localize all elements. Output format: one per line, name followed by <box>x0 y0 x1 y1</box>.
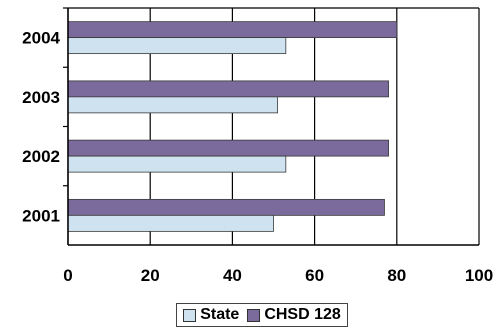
y-tick-label-2004: 2004 <box>22 29 60 48</box>
bar-chsd-128-2004 <box>67 21 398 39</box>
legend-label-state: State <box>200 306 240 323</box>
x-tick-label-100: 100 <box>465 266 493 285</box>
bar-chsd-128-2003 <box>67 80 389 98</box>
y-tick-label-2001: 2001 <box>22 206 60 225</box>
legend-item-state: State <box>183 306 239 324</box>
legend-swatch-state <box>183 308 197 322</box>
legend-label-chsd: CHSD 128 <box>264 306 341 323</box>
legend: State CHSD 128 <box>176 303 348 327</box>
bar-state-2004 <box>67 37 287 55</box>
x-tick-label-0: 0 <box>63 266 72 285</box>
x-tick-label-60: 60 <box>305 266 324 285</box>
bar-chsd-128-2002 <box>67 139 389 157</box>
x-tick-label-80: 80 <box>387 266 406 285</box>
x-tick-label-20: 20 <box>141 266 160 285</box>
x-tick-label-40: 40 <box>223 266 242 285</box>
bar-chsd-128-2001 <box>67 198 385 216</box>
bar-state-2001 <box>67 214 274 232</box>
bar-state-2003 <box>67 96 279 114</box>
bar-state-2002 <box>67 155 287 173</box>
axes <box>63 7 479 246</box>
legend-swatch-chsd <box>247 308 261 322</box>
legend-item-chsd: CHSD 128 <box>247 306 341 324</box>
y-tick-label-2002: 2002 <box>22 147 60 166</box>
y-tick-label-2003: 2003 <box>22 88 60 107</box>
tick-labels: 0 20 40 60 80 100 2001 2002 2003 2004 <box>22 29 493 285</box>
